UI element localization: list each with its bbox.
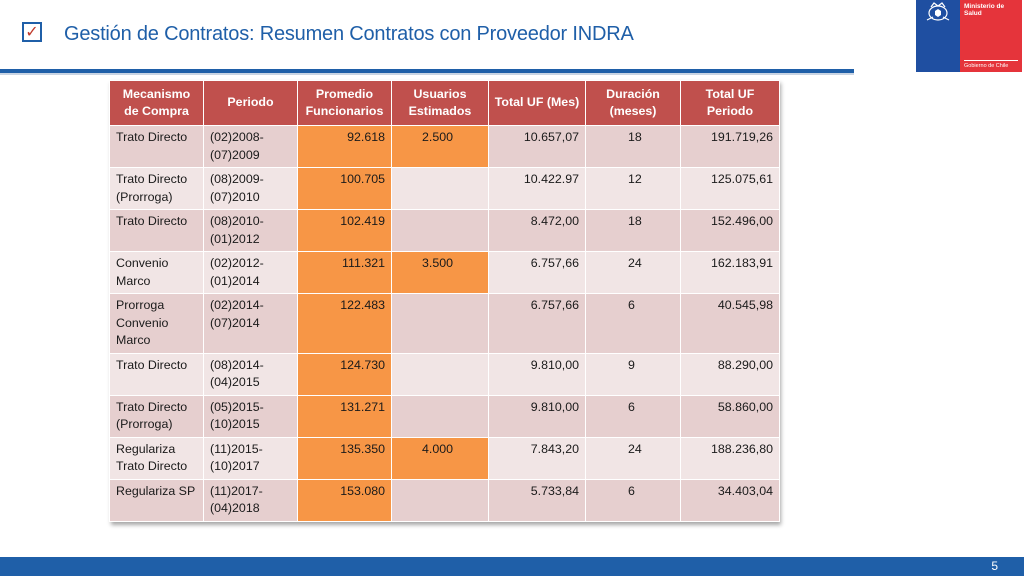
cell-total-mes: 6.757,66 [488,293,586,354]
cell-mecanismo: Convenio Marco [109,251,204,294]
cell-total-periodo: 40.545,98 [680,293,780,354]
column-header: Duración (meses) [585,80,681,126]
cell-duracion: 18 [585,125,681,168]
cell-promedio: 111.321 [297,251,392,294]
cell-mecanismo: Trato Directo (Prorroga) [109,167,204,210]
cell-usuarios [391,352,489,396]
cell-duracion: 6 [585,478,681,522]
cell-total-mes: 5.733,84 [488,478,586,522]
cell-duracion: 18 [585,209,681,252]
cell-total-periodo: 88.290,00 [680,352,780,396]
cell-promedio: 92.618 [297,125,392,168]
cell-total-mes: 10.657,07 [488,125,586,168]
cell-usuarios [391,209,489,252]
cell-mecanismo: Regulariza Trato Directo [109,436,204,480]
footer-bar [0,557,1024,576]
cell-periodo: (02)2014-(07)2014 [203,293,298,354]
table-row: Trato Directo (Prorroga) (05)2015-(10)201… [109,394,780,438]
cell-duracion: 24 [585,436,681,480]
cell-total-mes: 9.810,00 [488,352,586,396]
cell-usuarios: 3.500 [391,251,489,294]
cell-total-mes: 7.843,20 [488,436,586,480]
table-row: Trato Directo (08)2010-(01)2012 102.419 8.4… [109,209,780,252]
table-row: Prorroga Convenio Marco (02)2014-(07)2014… [109,293,780,354]
checkbox-icon: ✓ [22,22,42,42]
cell-periodo: (08)2014-(04)2015 [203,352,298,396]
cell-promedio: 100.705 [297,167,392,210]
table-body: Trato Directo (02)2008-(07)2009 92.618 2.50… [109,125,780,522]
cell-periodo: (08)2009-(07)2010 [203,167,298,210]
cell-duracion: 6 [585,293,681,354]
title-divider-shadow [0,73,854,75]
cell-periodo: (11)2017-(04)2018 [203,478,298,522]
cell-duracion: 6 [585,394,681,438]
cell-mecanismo: Trato Directo [109,209,204,252]
cell-periodo: (08)2010-(01)2012 [203,209,298,252]
cell-promedio: 102.419 [297,209,392,252]
cell-promedio: 124.730 [297,352,392,396]
column-header: Usuarios Estimados [391,80,489,126]
cell-periodo: (02)2012-(01)2014 [203,251,298,294]
cell-usuarios [391,478,489,522]
cell-total-periodo: 58.860,00 [680,394,780,438]
cell-total-mes: 9.810,00 [488,394,586,438]
ministry-logo: Ministerio de Salud Gobierno de Chile [916,0,1022,72]
cell-periodo: (11)2015-(10)2017 [203,436,298,480]
coat-of-arms-icon [916,0,960,72]
table-header-row: Mecanismo de Compra Periodo Promedio Funci… [109,80,780,126]
contracts-table: Mecanismo de Compra Periodo Promedio Funci… [109,80,780,522]
slide-title: Gestión de Contratos: Resumen Contratos … [64,23,634,45]
cell-total-periodo: 188.236,80 [680,436,780,480]
cell-promedio: 131.271 [297,394,392,438]
cell-duracion: 9 [585,352,681,396]
cell-promedio: 135.350 [297,436,392,480]
cell-usuarios [391,293,489,354]
table-row: Trato Directo (08)2014-(04)2015 124.730 9.8… [109,352,780,396]
table-row: Regulariza SP (11)2017-(04)2018 153.080 5.7… [109,478,780,522]
cell-periodo: (02)2008-(07)2009 [203,125,298,168]
cell-promedio: 153.080 [297,478,392,522]
cell-total-periodo: 191.719,26 [680,125,780,168]
cell-total-periodo: 125.075,61 [680,167,780,210]
cell-duracion: 24 [585,251,681,294]
cell-mecanismo: Trato Directo [109,352,204,396]
column-header: Mecanismo de Compra [109,80,204,126]
page-number: 5 [991,559,998,573]
cell-periodo: (05)2015-(10)2015 [203,394,298,438]
cell-usuarios [391,167,489,210]
cell-total-mes: 6.757,66 [488,251,586,294]
column-header: Total UF Periodo [680,80,780,126]
logo-text-panel: Ministerio de Salud Gobierno de Chile [960,0,1022,72]
cell-mecanismo: Trato Directo (Prorroga) [109,394,204,438]
cell-mecanismo: Trato Directo [109,125,204,168]
cell-mecanismo: Prorroga Convenio Marco [109,293,204,354]
logo-ministry-text: Ministerio de Salud [964,3,1005,17]
cell-total-periodo: 162.183,91 [680,251,780,294]
cell-total-periodo: 34.403,04 [680,478,780,522]
cell-promedio: 122.483 [297,293,392,354]
column-header: Promedio Funcionarios [297,80,392,126]
cell-total-mes: 8.472,00 [488,209,586,252]
logo-divider [964,60,1018,61]
column-header: Periodo [203,80,298,126]
cell-usuarios: 4.000 [391,436,489,480]
cell-mecanismo: Regulariza SP [109,478,204,522]
logo-government-text: Gobierno de Chile [964,63,1009,69]
cell-total-mes: 10.422.97 [488,167,586,210]
column-header: Total UF (Mes) [488,80,586,126]
table-row: Convenio Marco (02)2012-(01)2014 111.321 3.… [109,251,780,294]
table-row: Trato Directo (Prorroga) (08)2009-(07)201… [109,167,780,210]
table-row: Regulariza Trato Directo (11)2015-(10)201… [109,436,780,480]
cell-usuarios: 2.500 [391,125,489,168]
table-row: Trato Directo (02)2008-(07)2009 92.618 2.50… [109,125,780,168]
cell-duracion: 12 [585,167,681,210]
title-divider [0,69,854,73]
cell-total-periodo: 152.496,00 [680,209,780,252]
contracts-table-container: Mecanismo de Compra Periodo Promedio Funci… [109,80,780,522]
cell-usuarios [391,394,489,438]
